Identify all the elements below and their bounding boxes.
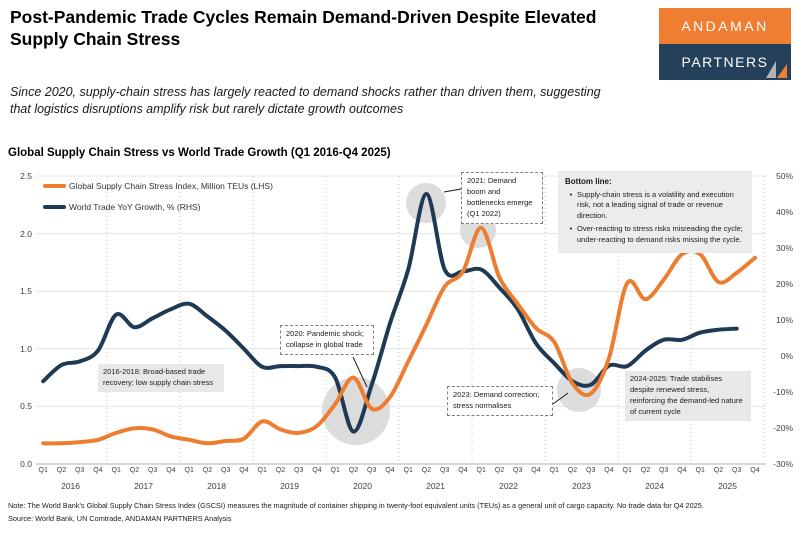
right-axis-tick: 40% (775, 207, 793, 217)
right-axis-tick: 30% (775, 243, 793, 253)
quarter-tick: Q3 (148, 467, 158, 474)
quarter-tick: Q3 (659, 467, 669, 474)
quarter-tick: Q2 (421, 467, 432, 474)
source-line: Source: World Bank, UN Comtrade, ANDAMAN… (8, 514, 232, 523)
legend-swatch-orange (43, 183, 66, 188)
annotation-2016-2018-recovery: 2016-2018: Broad-based trade recovery; l… (98, 364, 224, 392)
quarter-tick: Q4 (458, 467, 468, 474)
quarter-tick: Q2 (713, 467, 724, 474)
series-line-stress-index (41, 225, 757, 446)
quarter-tick: Q4 (604, 467, 614, 474)
left-axis-tick: 1.5 (20, 286, 32, 297)
left-axis-tick: 2.0 (20, 228, 32, 239)
bullet-icon: • (569, 224, 573, 234)
quarter-tick: Q4 (385, 467, 395, 474)
quarter-tick: Q3 (294, 467, 304, 474)
quarter-tick: Q3 (732, 467, 742, 474)
left-axis-tick: 0.0 (20, 459, 32, 469)
quarter-tick: Q3 (440, 467, 450, 474)
quarter-tick: Q4 (677, 467, 687, 474)
annotation-2020-pandemic: 2020: Pandemic shock; collapse in global… (280, 325, 374, 355)
right-axis-tick: -10% (773, 387, 793, 397)
logo-partners-text: PARTNERS (681, 54, 769, 70)
logo-wordmark-andaman: ANDAMAN (659, 8, 791, 44)
quarter-tick: Q1 (622, 467, 632, 474)
legend-swatch-navy (43, 204, 66, 209)
quarter-tick: Q4 (166, 467, 176, 474)
quarter-tick: Q1 (184, 467, 194, 474)
legend-label: Global Supply Chain Stress Index, Millio… (69, 180, 273, 191)
annotation-2021-demand-boom: 2021: Demand boom and bottlenecks emerge… (461, 172, 543, 224)
quarter-tick: Q2 (567, 467, 578, 474)
year-tick: 2021 (426, 481, 446, 491)
right-axis-tick: -30% (773, 459, 793, 469)
page-title: Post-Pandemic Trade Cycles Remain Demand… (10, 7, 597, 49)
quarter-tick: Q2 (275, 467, 286, 474)
logo-wordmark-partners: PARTNERS (659, 44, 791, 80)
year-tick: 2018 (207, 481, 227, 491)
quarter-tick: Q1 (695, 467, 705, 474)
page-subtitle: Since 2020, supply-chain stress has larg… (10, 85, 601, 116)
bottom-line-title: Bottom line: (565, 177, 612, 186)
bottom-line-bullet: • Over-reacting to stress risks misreadi… (565, 224, 745, 246)
quarter-tick: Q4 (312, 467, 322, 474)
quarter-tick: Q3 (367, 467, 377, 474)
year-tick: 2019 (280, 481, 300, 491)
quarter-tick: Q1 (403, 467, 413, 474)
year-tick: 2024 (645, 481, 665, 491)
quarter-tick: Q1 (549, 467, 559, 474)
right-axis-tick: 20% (775, 279, 793, 289)
quarter-tick: Q1 (330, 467, 340, 474)
quarter-tick: Q2 (129, 467, 140, 474)
right-axis-tick: 50% (775, 171, 793, 181)
left-axis-tick: 2.5 (20, 171, 32, 181)
annotation-bottom-line: Bottom line: • Supply-chain stress is a … (558, 171, 752, 253)
andaman-partners-logo: ANDAMAN PARTNERS (659, 8, 791, 80)
quarter-tick: Q2 (494, 467, 505, 474)
series-line-trade-growth (41, 192, 739, 434)
quarter-tick: Q3 (513, 467, 523, 474)
quarter-tick: Q1 (111, 467, 121, 474)
bottom-line-bullet: • Supply-chain stress is a volatility an… (565, 190, 745, 223)
left-axis-tick: 0.5 (20, 401, 32, 412)
sailboat-icon (766, 61, 787, 78)
quarter-tick: Q1 (476, 467, 486, 474)
annotation-2024-2025-stabilise: 2024-2025: Trade stabilises despite rene… (625, 371, 751, 421)
right-axis-tick: 0% (780, 351, 793, 361)
year-tick: 2020 (353, 481, 373, 491)
legend-item-stress-index: Global Supply Chain Stress Index, Millio… (43, 179, 273, 192)
legend-label: World Trade YoY Growth, % (RHS) (69, 201, 201, 212)
quarter-tick: Q3 (221, 467, 231, 474)
legend-item-trade-growth: World Trade YoY Growth, % (RHS) (43, 200, 273, 213)
quarter-tick: Q3 (75, 467, 85, 474)
quarter-tick: Q4 (531, 467, 541, 474)
year-tick: 2016 (61, 481, 81, 491)
year-tick: 2022 (499, 481, 519, 491)
quarter-tick: Q1 (257, 467, 267, 474)
quarter-tick: Q2 (202, 467, 213, 474)
quarter-tick: Q3 (586, 467, 596, 474)
footnote: Note: The World Bank's Global Supply Cha… (8, 501, 704, 510)
bullet-icon: • (569, 189, 573, 199)
quarter-tick: Q4 (750, 467, 760, 474)
chart-legend: Global Supply Chain Stress Index, Millio… (43, 179, 273, 221)
chart-title: Global Supply Chain Stress vs World Trad… (8, 147, 391, 159)
year-tick: 2025 (718, 481, 738, 491)
year-tick: 2017 (134, 481, 154, 491)
year-tick: 2023 (572, 481, 592, 491)
right-axis-tick: -20% (773, 423, 793, 433)
annotation-2023-correction: 2023: Demand correction; stress normalis… (447, 386, 553, 416)
quarter-tick: Q2 (640, 467, 651, 474)
quarter-tick: Q2 (348, 467, 359, 474)
left-axis-tick: 1.0 (20, 343, 32, 354)
quarter-tick: Q1 (38, 467, 48, 474)
quarter-tick: Q4 (239, 467, 249, 474)
quarter-tick: Q4 (93, 467, 103, 474)
quarter-tick: Q2 (56, 467, 67, 474)
right-axis-tick: 10% (775, 315, 793, 325)
